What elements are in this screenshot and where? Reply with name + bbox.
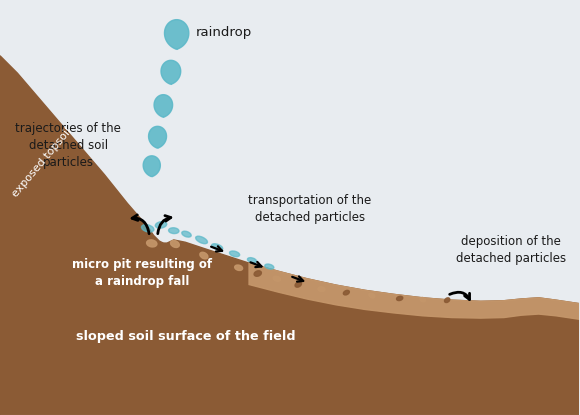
Ellipse shape <box>248 258 256 263</box>
Ellipse shape <box>195 236 208 244</box>
Polygon shape <box>148 126 166 148</box>
Ellipse shape <box>142 225 154 232</box>
Ellipse shape <box>397 296 403 300</box>
Ellipse shape <box>235 265 242 271</box>
Ellipse shape <box>444 298 450 303</box>
Ellipse shape <box>273 276 281 281</box>
Ellipse shape <box>230 251 240 257</box>
Ellipse shape <box>135 234 146 242</box>
Ellipse shape <box>147 240 157 247</box>
Ellipse shape <box>254 271 262 276</box>
Ellipse shape <box>184 247 193 253</box>
Polygon shape <box>0 56 579 415</box>
Ellipse shape <box>169 228 179 234</box>
Text: raindrop: raindrop <box>196 26 252 39</box>
Ellipse shape <box>420 298 426 302</box>
Ellipse shape <box>295 282 302 287</box>
Ellipse shape <box>343 290 349 295</box>
Text: deposition of the
detached particles: deposition of the detached particles <box>456 235 566 265</box>
Polygon shape <box>161 60 181 84</box>
Text: exposed topsoil: exposed topsoil <box>10 126 74 200</box>
Polygon shape <box>154 95 173 117</box>
Ellipse shape <box>159 243 168 251</box>
Text: trajectories of the
detached soil
particles: trajectories of the detached soil partic… <box>16 122 121 169</box>
Polygon shape <box>165 20 189 49</box>
Ellipse shape <box>212 244 223 250</box>
Text: sloped soil surface of the field: sloped soil surface of the field <box>75 330 295 343</box>
Polygon shape <box>249 263 579 319</box>
Text: transportation of the
detached particles: transportation of the detached particles <box>248 194 372 224</box>
Ellipse shape <box>318 287 325 291</box>
Text: micro pit resulting of
a raindrop fall: micro pit resulting of a raindrop fall <box>72 259 212 288</box>
Ellipse shape <box>369 293 375 298</box>
Ellipse shape <box>182 231 191 237</box>
Ellipse shape <box>171 241 179 247</box>
Ellipse shape <box>218 259 225 265</box>
Polygon shape <box>143 156 160 177</box>
Ellipse shape <box>200 252 208 259</box>
Ellipse shape <box>265 264 274 269</box>
Ellipse shape <box>155 222 166 228</box>
